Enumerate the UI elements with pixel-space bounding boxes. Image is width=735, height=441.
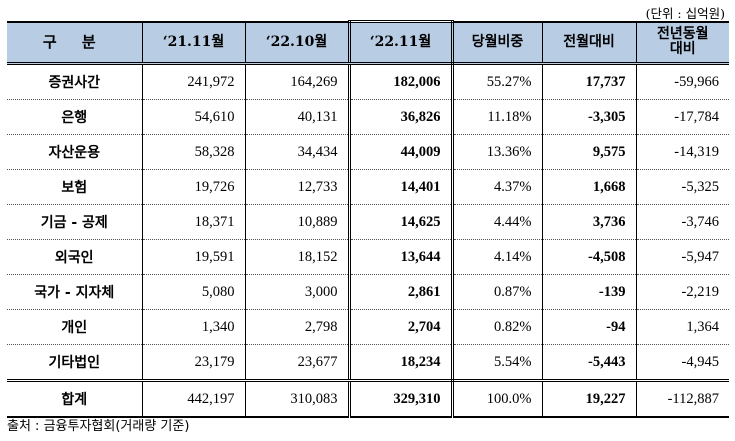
cell-2022-10: 18,152 [245, 239, 350, 275]
cell-mom: 9,575 [542, 134, 637, 170]
row-label: 보험 [7, 169, 143, 205]
cell-2022-11: 2,704 [347, 309, 454, 345]
cell-2022-11: 36,826 [347, 99, 454, 135]
cell-yoy: -14,319 [636, 134, 729, 170]
cell-2021-11: 19,591 [142, 239, 246, 275]
row-label: 증권사간 [7, 63, 143, 100]
table-row: 은행 54,610 40,131 36,826 11.18% -3,305 -17,784 [7, 99, 729, 135]
header-col6: 전년동월 대비 [636, 20, 729, 65]
table-body: 증권사간 241,972 164,269 182,006 55.27% 17,737 -59… [7, 63, 729, 418]
cell-yoy: 1,364 [636, 309, 729, 345]
cell-yoy: -112,887 [636, 380, 729, 418]
cell-mom: -4,508 [542, 239, 637, 275]
cell-2022-10: 164,269 [245, 63, 350, 100]
cell-2021-11: 1,340 [142, 309, 246, 345]
header-category: 구 분 [7, 20, 143, 65]
row-label: 개인 [7, 309, 143, 345]
header-col6-line2: 대비 [669, 41, 696, 58]
header-row: 구 분 ‘21.11월 ‘22.10월 ‘22.11월 당월비중 전월대비 전년… [7, 20, 729, 65]
cell-2022-10: 3,000 [245, 274, 350, 310]
row-label: 합계 [7, 380, 143, 418]
cell-yoy: -5,325 [636, 169, 729, 205]
cell-2021-11: 58,328 [142, 134, 246, 170]
cell-share: 55.27% [452, 63, 543, 100]
unit-note: (단위 : 십억원) [645, 6, 725, 21]
cell-2022-10: 23,677 [245, 344, 350, 382]
cell-share: 11.18% [452, 99, 543, 135]
cell-2021-11: 5,080 [142, 274, 246, 310]
cell-mom: -5,443 [542, 344, 637, 382]
header-col6-line1: 전년동월 [656, 26, 709, 43]
cell-2022-11: 329,310 [347, 380, 454, 418]
cell-2022-10: 310,083 [245, 380, 350, 418]
cell-share: 5.54% [452, 344, 543, 382]
cell-2021-11: 18,371 [142, 204, 246, 240]
cell-2021-11: 241,972 [142, 63, 246, 100]
total-row: 합계 442,197 310,083 329,310 100.0% 19,227 -112,… [7, 380, 729, 418]
cell-2022-10: 34,434 [245, 134, 350, 170]
cell-yoy: -17,784 [636, 99, 729, 135]
table-row: 개인 1,340 2,798 2,704 0.82% -94 1,364 [7, 309, 729, 345]
cell-mom: -139 [542, 274, 637, 310]
cell-2021-11: 23,179 [142, 344, 246, 382]
cell-2022-11: 182,006 [347, 63, 454, 100]
cell-share: 4.44% [452, 204, 543, 240]
table-row: 국가 - 지자체 5,080 3,000 2,861 0.87% -139 -2,219 [7, 274, 729, 310]
trade-volume-table: 구 분 ‘21.11월 ‘22.10월 ‘22.11월 당월비중 전월대비 전년… [7, 20, 729, 418]
table-row: 증권사간 241,972 164,269 182,006 55.27% 17,737 -59… [7, 63, 729, 100]
cell-yoy: -3,746 [636, 204, 729, 240]
cell-yoy: -4,945 [636, 344, 729, 382]
header-col1: ‘21.11월 [142, 20, 246, 65]
row-label: 국가 - 지자체 [7, 274, 143, 310]
cell-mom: 19,227 [542, 380, 637, 418]
cell-2022-11: 13,644 [347, 239, 454, 275]
cell-mom: 17,737 [542, 63, 637, 100]
row-label: 자산운용 [7, 134, 143, 170]
cell-2022-11: 18,234 [347, 344, 454, 382]
cell-yoy: -5,947 [636, 239, 729, 275]
cell-mom: 3,736 [542, 204, 637, 240]
cell-2021-11: 442,197 [142, 380, 246, 418]
cell-share: 13.36% [452, 134, 543, 170]
header-col4: 당월비중 [452, 20, 543, 65]
cell-share: 4.37% [452, 169, 543, 205]
cell-2022-10: 12,733 [245, 169, 350, 205]
cell-yoy: -2,219 [636, 274, 729, 310]
source-note: 출처 : 금융투자협회(거래량 기준) [7, 419, 190, 434]
header-col2: ‘22.10월 [245, 20, 350, 65]
cell-mom: 1,668 [542, 169, 637, 205]
cell-share: 4.14% [452, 239, 543, 275]
table-row: 기금 - 공제 18,371 10,889 14,625 4.44% 3,736 -3,74… [7, 204, 729, 240]
cell-2021-11: 19,726 [142, 169, 246, 205]
header-col5: 전월대비 [542, 20, 637, 65]
cell-2022-11: 2,861 [347, 274, 454, 310]
row-label: 은행 [7, 99, 143, 135]
cell-yoy: -59,966 [636, 63, 729, 100]
cell-share: 0.87% [452, 274, 543, 310]
table-row: 자산운용 58,328 34,434 44,009 13.36% 9,575 -14,319 [7, 134, 729, 170]
cell-2022-11: 14,401 [347, 169, 454, 205]
cell-2022-10: 10,889 [245, 204, 350, 240]
cell-2021-11: 54,610 [142, 99, 246, 135]
row-label: 기금 - 공제 [7, 204, 143, 240]
row-label: 외국인 [7, 239, 143, 275]
cell-share: 100.0% [452, 380, 543, 418]
cell-2022-11: 14,625 [347, 204, 454, 240]
cell-mom: -94 [542, 309, 637, 345]
table-row: 보험 19,726 12,733 14,401 4.37% 1,668 -5,325 [7, 169, 729, 205]
cell-2022-11: 44,009 [347, 134, 454, 170]
cell-share: 0.82% [452, 309, 543, 345]
row-label: 기타법인 [7, 344, 143, 382]
table-row: 외국인 19,591 18,152 13,644 4.14% -4,508 -5,947 [7, 239, 729, 275]
header-col3: ‘22.11월 [347, 20, 454, 65]
cell-mom: -3,305 [542, 99, 637, 135]
cell-2022-10: 40,131 [245, 99, 350, 135]
cell-2022-10: 2,798 [245, 309, 350, 345]
table-row: 기타법인 23,179 23,677 18,234 5.54% -5,443 -4,945 [7, 344, 729, 382]
